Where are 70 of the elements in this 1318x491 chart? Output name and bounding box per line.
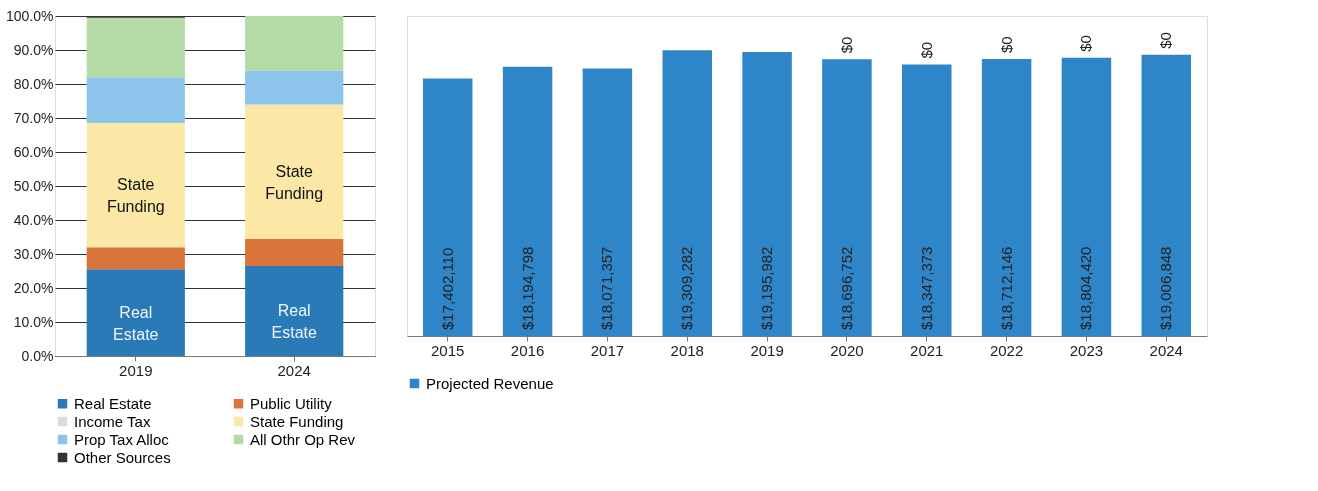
x-tick-label: 2021 xyxy=(910,341,944,359)
legend-label: Real Estate xyxy=(74,394,152,412)
x-tick-label: 2022 xyxy=(989,341,1024,359)
data-label: $18,712,146 xyxy=(997,246,1015,330)
data-label: $0 xyxy=(837,36,855,54)
data-label: $18,194,798 xyxy=(518,246,536,330)
data-label: $0 xyxy=(917,41,935,59)
bar xyxy=(822,59,872,336)
data-label: $0 xyxy=(1157,32,1175,49)
legend-label: All Othr Op Rev xyxy=(250,430,356,448)
x-tick-label: 2024 xyxy=(277,361,311,379)
legend-label: Income Tax xyxy=(74,412,151,430)
annotation: State Funding xyxy=(265,162,324,202)
bar xyxy=(245,104,344,239)
y-tick-label: 40.0% xyxy=(13,211,54,228)
y-tick-label: 0.0% xyxy=(21,347,54,364)
data-label: $19,309,282 xyxy=(678,246,696,330)
bar xyxy=(422,78,473,336)
bar xyxy=(86,77,185,124)
bar xyxy=(86,123,185,248)
annotation: Real Estate xyxy=(271,301,317,341)
data-label: $18,696,752 xyxy=(837,246,855,330)
bar xyxy=(86,17,185,78)
x-tick-label: 2015 xyxy=(431,341,465,359)
y-tick-label: 100.0% xyxy=(6,7,54,24)
bar xyxy=(86,247,185,270)
x-tick-label: 2018 xyxy=(670,341,704,359)
bar xyxy=(502,66,553,336)
bar xyxy=(245,238,344,266)
y-tick-label: 90.0% xyxy=(13,41,54,58)
y-tick-label: 80.0% xyxy=(13,75,54,92)
bar xyxy=(245,70,344,105)
bar xyxy=(1141,54,1192,336)
x-tick-label: 2016 xyxy=(510,341,545,359)
data-label: $19,195,982 xyxy=(758,246,776,330)
legend-label: Prop Tax Alloc xyxy=(74,430,170,448)
data-label: $19,006,848 xyxy=(1157,246,1175,330)
legend-label: Public Utility xyxy=(250,394,333,412)
bar xyxy=(662,50,712,336)
x-tick-label: 2020 xyxy=(830,341,864,359)
x-tick-label: 2019 xyxy=(750,341,784,359)
y-tick-label: 10.0% xyxy=(13,313,54,330)
x-tick-label: 2019 xyxy=(119,361,153,379)
legend-label: Other Sources xyxy=(74,448,171,466)
data-label: $18,804,420 xyxy=(1077,246,1095,330)
bar xyxy=(582,68,633,336)
legend-label: State Funding xyxy=(250,412,344,430)
data-label: $0 xyxy=(1077,35,1095,52)
annotation: State Funding xyxy=(106,176,165,216)
annotation: Real Estate xyxy=(113,303,159,343)
bar xyxy=(1061,57,1112,336)
data-label: $17,402,110 xyxy=(438,247,456,330)
x-tick-label: 2023 xyxy=(1069,341,1104,359)
y-tick-label: 70.0% xyxy=(13,109,54,126)
x-tick-label: 2017 xyxy=(590,341,625,359)
y-tick-label: 30.0% xyxy=(13,245,54,262)
bar xyxy=(902,64,952,336)
bar xyxy=(742,51,792,336)
bar xyxy=(981,59,1032,336)
bar xyxy=(86,269,185,356)
data-label: $0 xyxy=(997,36,1015,54)
y-tick-label: 20.0% xyxy=(13,279,54,296)
bar xyxy=(245,265,344,356)
bar xyxy=(245,16,344,71)
y-tick-label: 60.0% xyxy=(13,143,54,160)
legend-label: Projected Revenue xyxy=(426,374,554,392)
data-label: $18,071,357 xyxy=(598,246,616,330)
x-tick-label: 2024 xyxy=(1149,341,1183,359)
data-label: $18,347,373 xyxy=(917,246,935,330)
y-tick-label: 50.0% xyxy=(13,177,54,194)
